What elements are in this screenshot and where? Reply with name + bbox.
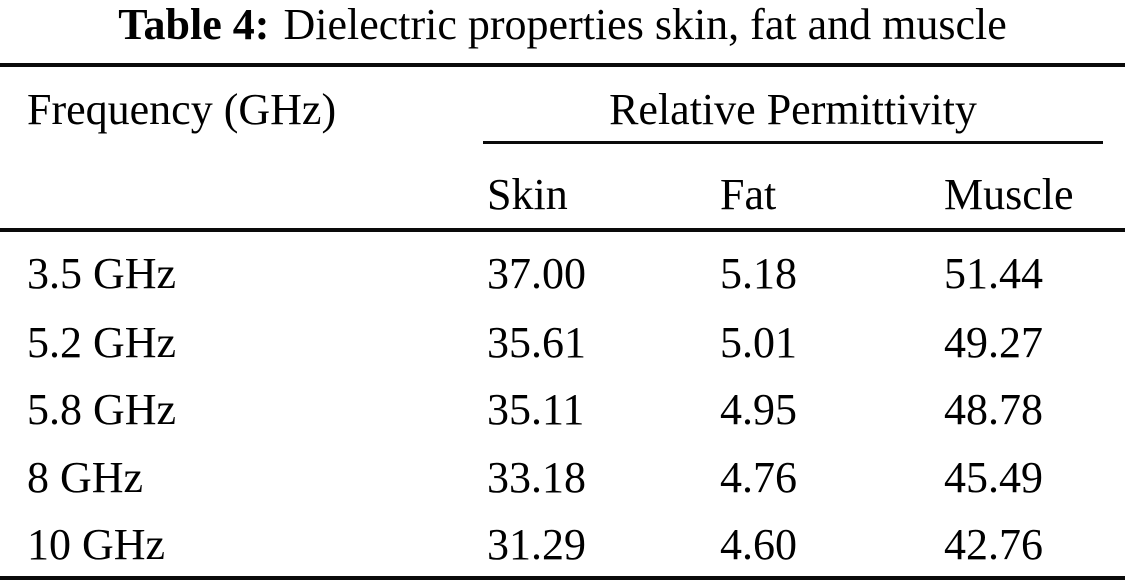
- cell-muscle: 48.78: [944, 385, 1043, 434]
- cell-fat: 5.01: [720, 318, 797, 367]
- table-bottom-rule: [0, 576, 1125, 580]
- cell-skin: 37.00: [487, 249, 586, 298]
- group-header-relative-permittivity: Relative Permittivity: [609, 85, 977, 134]
- cell-frequency: 3.5 GHz: [27, 249, 177, 298]
- group-header-underline: [483, 141, 1103, 144]
- cell-frequency: 8 GHz: [27, 453, 144, 502]
- cell-muscle: 49.27: [944, 318, 1043, 367]
- cell-muscle: 45.49: [944, 453, 1043, 502]
- column-header-skin: Skin: [487, 170, 568, 219]
- cell-fat: 4.60: [720, 520, 797, 569]
- column-header-fat: Fat: [720, 170, 777, 219]
- cell-skin: 35.11: [487, 385, 585, 434]
- table-caption: Table 4: Dielectric properties skin, fat …: [0, 3, 1125, 47]
- cell-frequency: 5.2 GHz: [27, 318, 177, 367]
- cell-fat: 4.76: [720, 453, 797, 502]
- cell-muscle: 51.44: [944, 249, 1043, 298]
- cell-fat: 5.18: [720, 249, 797, 298]
- cell-skin: 31.29: [487, 520, 586, 569]
- table-top-rule: [0, 63, 1125, 67]
- table-caption-text: Dielectric properties skin, fat and musc…: [283, 0, 1007, 49]
- column-header-muscle: Muscle: [944, 170, 1074, 219]
- cell-muscle: 42.76: [944, 520, 1043, 569]
- table-caption-number: Table 4:: [118, 0, 270, 49]
- cell-fat: 4.95: [720, 385, 797, 434]
- cell-frequency: 5.8 GHz: [27, 385, 177, 434]
- cell-skin: 33.18: [487, 453, 586, 502]
- table-mid-rule: [0, 228, 1125, 232]
- cell-skin: 35.61: [487, 318, 586, 367]
- column-header-frequency: Frequency (GHz): [27, 85, 337, 134]
- cell-frequency: 10 GHz: [27, 520, 166, 569]
